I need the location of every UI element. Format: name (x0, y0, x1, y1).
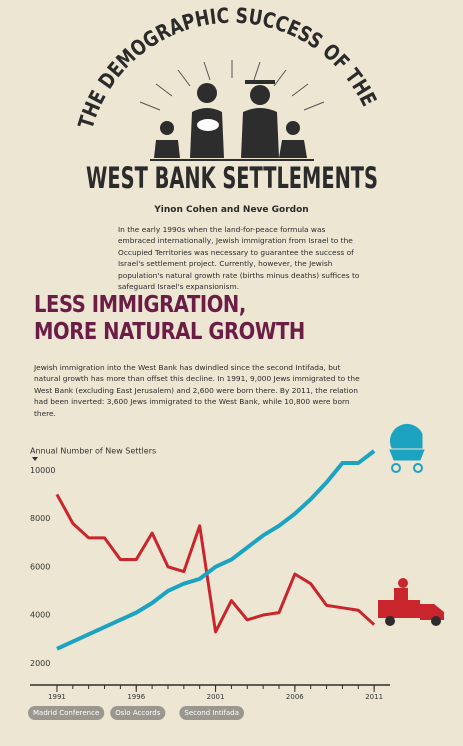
y-axis-label: Annual Number of New Settlers (30, 447, 156, 456)
annotation: Madrid Conference (28, 706, 105, 720)
annotation-text: Second Intifada (184, 709, 239, 717)
title-main: WEST BANK SETTLEMENTS (86, 161, 378, 195)
annotation-text: Oslo Accords (115, 709, 160, 717)
annotation: Second Intifada (179, 706, 245, 720)
x-tick-label: 2011 (365, 693, 383, 701)
annotation-text: Madrid Conference (33, 709, 99, 717)
y-tick-label: 4000 (30, 611, 50, 620)
y-tick-label: 2000 (30, 659, 50, 668)
baby (195, 117, 221, 133)
y-label-marker (32, 457, 38, 461)
series-line (55, 493, 376, 634)
authors: Yinon Cohen and Neve Gordon (154, 205, 309, 215)
annotation-pill (179, 706, 245, 720)
series-line (56, 449, 376, 651)
x-tick-label: 2006 (286, 693, 304, 701)
x-tick-label: 2001 (207, 693, 225, 701)
heading-line: LESS IMMIGRATION, (34, 292, 246, 318)
annotation-pill (110, 706, 166, 720)
annotation: Oslo Accords (110, 706, 166, 720)
heading-line: MORE NATURAL GROWTH (34, 319, 305, 345)
family-icon (154, 80, 307, 158)
x-tick-label: 1991 (48, 693, 66, 701)
x-tick-label: 1996 (127, 693, 145, 701)
annotation-pill (28, 706, 105, 720)
y-tick-label: 10000 (30, 466, 55, 475)
rays (139, 60, 325, 111)
title-arc-text: THE DEMOGRAPHIC SUCCESS OF THE (74, 4, 381, 132)
title-arc: THE DEMOGRAPHIC SUCCESS OF THE (74, 4, 381, 132)
section-heading: LESS IMMIGRATION, MORE NATURAL GROWTH (34, 292, 353, 346)
carriage-icon (389, 423, 425, 473)
section-text: Jewish immigration into the West Bank ha… (34, 363, 360, 418)
truck-icon (378, 578, 444, 626)
y-tick-label: 8000 (30, 514, 50, 523)
y-tick-label: 6000 (30, 562, 50, 571)
intro-text: In the early 1990s when the land-for-pea… (118, 225, 360, 292)
